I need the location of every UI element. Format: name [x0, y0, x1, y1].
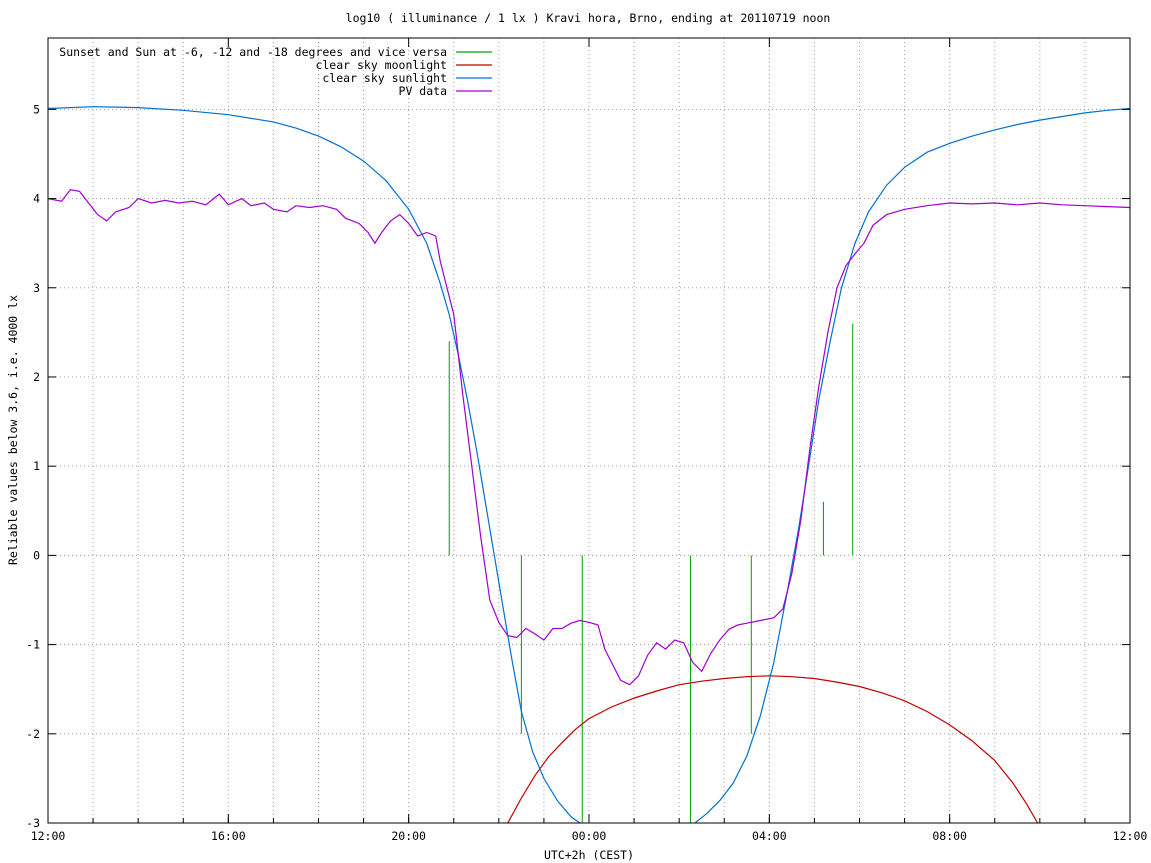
- series-sun-markers: [448, 323, 854, 823]
- x-axis-label: UTC+2h (CEST): [544, 848, 634, 862]
- y-tick-label: -3: [26, 816, 40, 830]
- x-tick-label: 08:00: [932, 829, 967, 843]
- legend-label: clear sky sunlight: [322, 71, 447, 85]
- y-tick-label: 3: [33, 281, 40, 295]
- series-line-3: [694, 107, 1131, 824]
- series-line-2: [47, 106, 581, 824]
- x-tick-label: 16:00: [211, 829, 246, 843]
- grid: [48, 38, 1130, 823]
- series-layer: [47, 106, 1131, 824]
- chart-title: log10 ( illuminance / 1 lx ) Kravi hora,…: [346, 11, 831, 25]
- y-tick-label: 0: [33, 548, 40, 562]
- x-tick-label: 20:00: [391, 829, 426, 843]
- legend-label: PV data: [399, 84, 447, 98]
- legend-label: Sunset and Sun at -6, -12 and -18 degree…: [59, 45, 447, 59]
- axis-ticks: -3 -2 -1 0 1 2 3 4 5 12:00 16:00 20:00 00:00 04:00 08:…: [26, 38, 1147, 843]
- y-tick-label: -1: [26, 638, 40, 652]
- y-tick-label: -2: [26, 727, 40, 741]
- legend-label: clear sky moonlight: [315, 58, 447, 72]
- y-axis-label: Reliable values below 3.6, i.e. 4000 lx: [6, 295, 20, 565]
- x-tick-label: 12:00: [1113, 829, 1148, 843]
- y-tick-label: 2: [33, 370, 40, 384]
- legend: Sunset and Sun at -6, -12 and -18 degree…: [59, 45, 492, 98]
- x-tick-label: 12:00: [31, 829, 66, 843]
- x-tick-label: 00:00: [572, 829, 607, 843]
- y-tick-label: 1: [33, 459, 40, 473]
- y-tick-label: 4: [33, 192, 40, 206]
- y-tick-label: 5: [33, 102, 40, 116]
- series-line-1: [507, 675, 1039, 824]
- x-tick-label: 04:00: [752, 829, 787, 843]
- series-line-4: [47, 188, 1131, 686]
